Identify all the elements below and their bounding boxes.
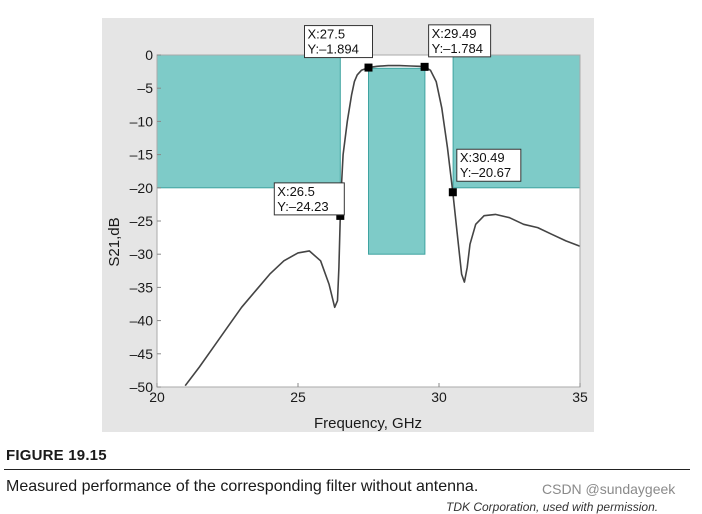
y-tick-label: –15 bbox=[130, 147, 154, 163]
mask-region-1 bbox=[156, 54, 341, 189]
chart-panel: 0 –5 –10 –15 –20 –25 –30 –35 –40 –45 –50 20 25 30 35 X… bbox=[102, 18, 594, 432]
y-axis-title: S21,dB bbox=[106, 217, 123, 266]
y-tick-label: –25 bbox=[130, 213, 154, 229]
datatip-y-label: Y:–1.784 bbox=[432, 41, 483, 56]
x-axis-title: Frequency, GHz bbox=[314, 415, 422, 432]
y-tick-label: –50 bbox=[130, 379, 154, 395]
datatip-box bbox=[273, 182, 345, 216]
figure-label: FIGURE 19.15 bbox=[6, 447, 107, 464]
x-tick-label: 20 bbox=[149, 389, 165, 405]
datatip-box bbox=[428, 24, 492, 58]
data-marker bbox=[420, 62, 429, 71]
y-tick-label: –40 bbox=[130, 313, 154, 329]
datatip-box bbox=[456, 148, 522, 182]
datatip-box bbox=[304, 25, 373, 59]
y-tick-label: –5 bbox=[137, 80, 153, 96]
y-tick-label: 0 bbox=[145, 47, 153, 63]
watermark-text: CSDN @sundaygeek bbox=[542, 481, 676, 497]
datatip-x-label: X:26.5 bbox=[277, 184, 315, 199]
datatip-x-label: X:30.49 bbox=[460, 150, 505, 165]
data-marker bbox=[336, 211, 345, 220]
y-tick-label: –45 bbox=[130, 346, 154, 362]
y-tick-label: –20 bbox=[130, 180, 154, 196]
x-tick-label: 35 bbox=[572, 389, 588, 405]
series-line-1 bbox=[184, 64, 581, 387]
y-tick-label: –35 bbox=[130, 279, 154, 295]
datatip-y-label: Y:–20.67 bbox=[460, 165, 511, 180]
data-marker bbox=[364, 63, 373, 72]
image-credit: TDK Corporation, used with permission. bbox=[446, 500, 659, 514]
x-tick-label: 30 bbox=[431, 389, 447, 405]
y-tick-label: –10 bbox=[130, 113, 154, 129]
x-tick-label: 25 bbox=[290, 389, 306, 405]
datatip-x-label: X:29.49 bbox=[432, 26, 477, 41]
mask-region-2 bbox=[368, 67, 426, 255]
y-tick-label: –30 bbox=[130, 246, 154, 262]
datatip-y-label: Y:–24.23 bbox=[277, 199, 328, 214]
data-marker bbox=[448, 188, 457, 197]
datatip-y-label: Y:–1.894 bbox=[308, 42, 359, 57]
datatip-x-label: X:27.5 bbox=[308, 27, 346, 42]
figure-caption: Measured performance of the correspondin… bbox=[6, 478, 479, 495]
figure-divider bbox=[4, 469, 690, 470]
